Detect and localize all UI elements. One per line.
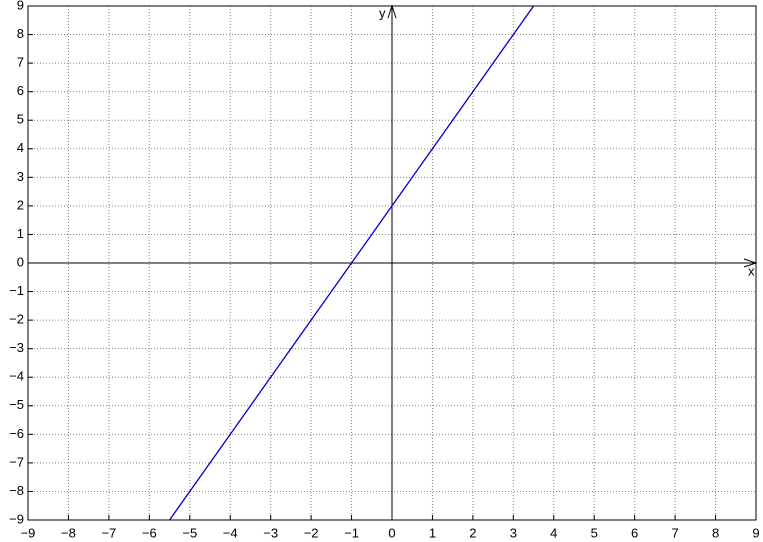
y-tick-label: 1: [17, 226, 24, 241]
y-tick-label: 9: [17, 0, 24, 12]
y-tick-label: 8: [17, 26, 24, 41]
x-axis-label: x: [748, 263, 755, 278]
y-tick-label: −5: [9, 397, 24, 412]
x-tick-label: −3: [263, 525, 278, 540]
y-tick-label: 7: [17, 55, 24, 70]
x-tick-label: 5: [591, 525, 598, 540]
y-tick-label: 4: [17, 140, 24, 155]
y-tick-label: −1: [9, 283, 24, 298]
x-tick-label: 8: [712, 525, 719, 540]
data-line: [169, 5, 535, 521]
y-tick-label: −2: [9, 312, 24, 327]
x-tick-label: 9: [752, 525, 759, 540]
y-tick-label: −3: [9, 340, 24, 355]
x-tick-label: 7: [671, 525, 678, 540]
x-tick-label: 2: [469, 525, 476, 540]
frame: [27, 5, 757, 521]
x-tick-label: 1: [429, 525, 436, 540]
y-tick-label: 2: [17, 197, 24, 212]
y-tick-label: 0: [17, 254, 24, 269]
y-tick-label: −7: [9, 454, 24, 469]
y-axis-label: y: [379, 5, 386, 20]
x-tick-label: −6: [142, 525, 157, 540]
y-tick-label: 3: [17, 169, 24, 184]
x-tick-label: −7: [101, 525, 116, 540]
axes: −9 −8 −7 −6 −5 −4 −3 −2 −1 0 1 2 3 4 5 6 7 8 9 −9 −8 −7 −6 −5 −4…: [9, 0, 759, 540]
x-tick-label: 0: [388, 525, 395, 540]
x-tick-label: −2: [304, 525, 319, 540]
x-tick-label: 6: [631, 525, 638, 540]
x-tick-label: −9: [21, 525, 36, 540]
x-tick-label: −5: [182, 525, 197, 540]
x-tick-label: 3: [510, 525, 517, 540]
x-tick-label: 4: [550, 525, 557, 540]
x-tick-label: −4: [223, 525, 238, 540]
y-tick-label: 5: [17, 112, 24, 127]
x-tick-label: −8: [61, 525, 76, 540]
y-tick-label: 6: [17, 83, 24, 98]
x-tick-label: −1: [344, 525, 359, 540]
plot: [169, 5, 535, 521]
y-tick-label: −8: [9, 483, 24, 498]
y-tick-label: −4: [9, 369, 24, 384]
y-tick-label: −9: [9, 511, 24, 526]
y-tick-label: −6: [9, 426, 24, 441]
